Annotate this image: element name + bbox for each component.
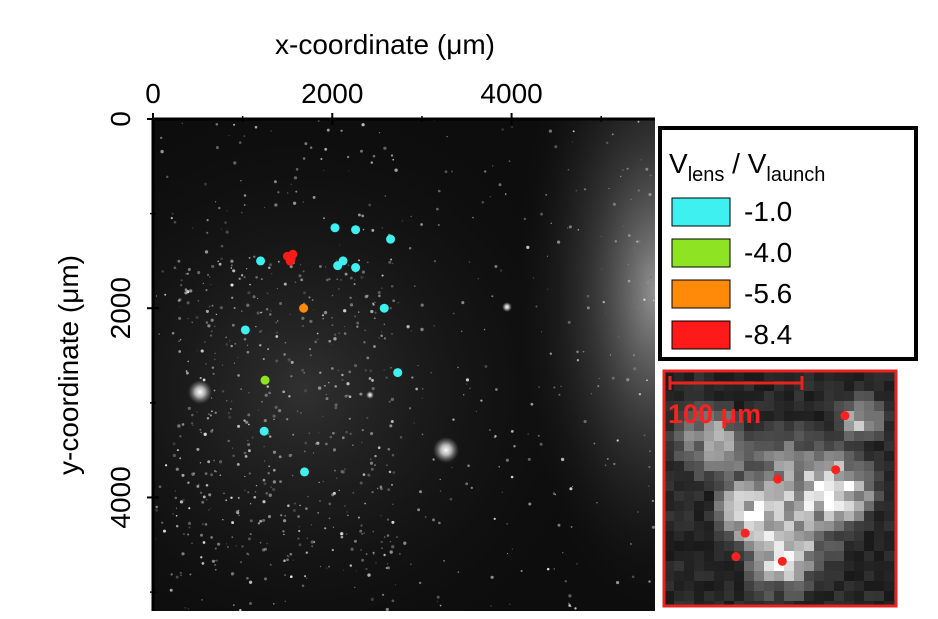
microscopy-image — [153, 119, 655, 611]
data-point — [240, 325, 250, 335]
x-tick-label: 0 — [145, 78, 161, 109]
data-point — [338, 256, 348, 266]
data-point — [299, 467, 309, 477]
scale-bar-label: 100 μm — [668, 399, 761, 429]
y-tick-label: 2000 — [105, 277, 136, 339]
inset-image: 100 μm — [662, 369, 898, 608]
legend-swatch — [671, 238, 731, 268]
data-point — [330, 223, 340, 233]
legend-swatch — [671, 197, 731, 227]
y-tick-label: 4000 — [105, 466, 136, 528]
inset-data-point — [731, 552, 741, 562]
data-markers — [240, 223, 403, 477]
x-tick-label: 2000 — [301, 78, 363, 109]
legend-label: -4.0 — [744, 237, 792, 268]
legend-swatch — [671, 320, 731, 350]
legend-label: -1.0 — [744, 196, 792, 227]
x-tick-label: 4000 — [480, 78, 542, 109]
axes: 0 2000 4000 0 2000 4000 — [105, 78, 655, 611]
data-point — [256, 256, 266, 266]
inset-data-point — [840, 411, 850, 421]
inset-border — [662, 369, 898, 608]
legend-label: -5.6 — [744, 278, 792, 309]
data-point — [351, 263, 361, 273]
data-point — [386, 234, 396, 244]
legend-title-v1: V — [669, 148, 688, 179]
legend-label: -8.4 — [744, 319, 792, 350]
data-point — [286, 254, 296, 264]
data-point — [259, 426, 269, 436]
data-point — [260, 375, 270, 385]
legend-title-sub2: launch — [766, 164, 825, 186]
inset-data-point — [773, 474, 783, 484]
data-point — [379, 303, 389, 313]
x-axis-title: x-coordinate (μm) — [275, 29, 495, 60]
legend-swatch — [671, 279, 731, 309]
y-axis-title: y-coordinate (μm) — [53, 255, 84, 475]
data-point — [393, 368, 403, 378]
data-point — [351, 225, 361, 235]
legend: Vlens / Vlaunch -1.0 -4.0 -5.6 -8.4 — [658, 126, 918, 361]
legend-title-sep: / V — [724, 148, 766, 179]
data-point — [299, 303, 309, 313]
y-tick-label: 0 — [105, 111, 136, 127]
legend-title-sub1: lens — [688, 164, 725, 186]
legend-title: Vlens / Vlaunch — [669, 148, 825, 186]
scale-bar — [668, 376, 804, 390]
inset-data-point — [831, 465, 841, 475]
inset-data-point — [777, 556, 787, 566]
inset-data-point — [740, 528, 750, 538]
